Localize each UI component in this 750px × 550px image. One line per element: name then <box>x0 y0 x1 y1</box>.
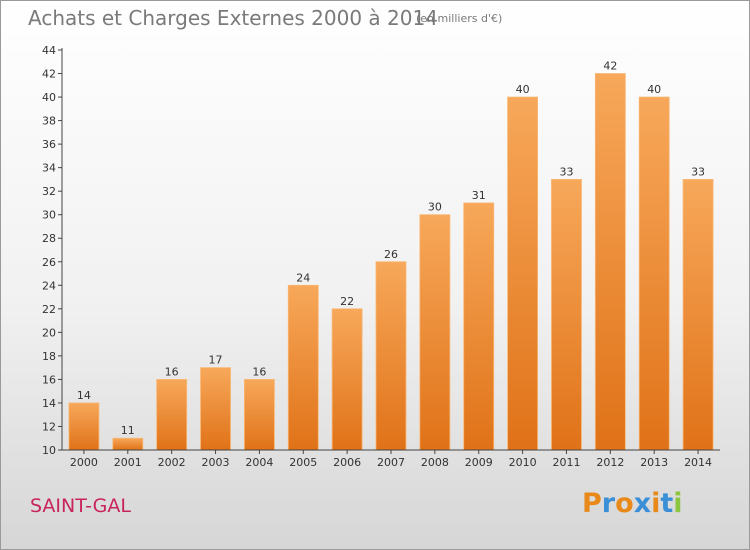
value-label-2000: 14 <box>77 389 91 402</box>
y-tick-label: 28 <box>42 232 56 245</box>
commune-name: SAINT-GAL <box>30 495 131 517</box>
logo-letter: i <box>651 488 661 519</box>
y-tick-label: 20 <box>42 326 56 339</box>
y-tick-label: 24 <box>42 279 56 292</box>
logo-letter: P <box>582 488 602 519</box>
y-tick-label: 18 <box>42 350 56 363</box>
value-label-2012: 42 <box>603 60 617 73</box>
logo-letter: r <box>601 488 616 519</box>
value-label-2008: 30 <box>428 201 442 214</box>
x-tick-label: 2013 <box>640 456 668 469</box>
chart-unit: (en milliers d'€) <box>416 12 503 25</box>
bar-2007 <box>375 261 407 451</box>
bar-2009 <box>463 202 495 451</box>
bar-2011 <box>551 179 582 451</box>
value-label-2007: 26 <box>384 248 398 261</box>
y-tick-label: 44 <box>42 44 56 57</box>
y-tick-label: 16 <box>42 373 56 386</box>
bar-2006 <box>331 308 363 451</box>
y-tick-label: 12 <box>42 420 56 433</box>
bar-2005 <box>287 284 319 451</box>
y-tick-label: 10 <box>42 444 56 457</box>
x-tick-label: 2012 <box>596 456 624 469</box>
x-tick-label: 2003 <box>202 456 230 469</box>
value-label-2009: 31 <box>472 189 486 202</box>
y-tick-label: 34 <box>42 162 56 175</box>
bar-2010 <box>507 96 539 451</box>
bar-2004 <box>243 379 275 451</box>
x-tick-label: 2000 <box>70 456 98 469</box>
x-tick-label: 2005 <box>289 456 317 469</box>
y-tick-label: 30 <box>42 209 56 222</box>
bar-2013 <box>638 96 670 451</box>
bar-2012 <box>594 73 626 451</box>
value-label-2001: 11 <box>121 424 135 437</box>
x-tick-label: 2004 <box>245 456 273 469</box>
x-tick-label: 2011 <box>552 456 580 469</box>
logo-letter: o <box>615 488 634 519</box>
y-tick-label: 42 <box>42 68 56 81</box>
bar-2000 <box>68 402 100 451</box>
y-tick-label: 40 <box>42 91 56 104</box>
x-tick-label: 2009 <box>465 456 493 469</box>
y-tick-label: 36 <box>42 138 56 151</box>
value-label-2011: 33 <box>559 165 573 178</box>
x-tick-label: 2014 <box>684 456 712 469</box>
value-label-2010: 40 <box>516 83 530 96</box>
bar-2008 <box>419 214 451 451</box>
logo-letter: t <box>660 488 674 519</box>
x-tick-label: 2010 <box>509 456 537 469</box>
y-tick-label: 22 <box>42 303 56 316</box>
value-label-2003: 17 <box>209 354 223 367</box>
logo-letter: x <box>633 488 652 519</box>
proxiti-logo: Proxiti <box>582 488 683 519</box>
value-label-2006: 22 <box>340 295 354 308</box>
y-tick-label: 38 <box>42 115 56 128</box>
bar-2014 <box>682 179 714 451</box>
bar-2003 <box>200 367 231 451</box>
value-label-2014: 33 <box>691 165 705 178</box>
value-label-2005: 24 <box>296 271 310 284</box>
bar-2002 <box>156 379 188 451</box>
chart-title: Achats et Charges Externes 2000 à 2014 <box>28 6 438 30</box>
x-tick-label: 2008 <box>421 456 449 469</box>
y-tick-label: 14 <box>42 397 56 410</box>
x-tick-label: 2001 <box>114 456 142 469</box>
value-label-2013: 40 <box>647 83 661 96</box>
x-tick-label: 2002 <box>158 456 186 469</box>
value-label-2004: 16 <box>252 365 266 378</box>
logo-letter: i <box>673 488 683 519</box>
bar-2001 <box>112 437 144 451</box>
x-tick-label: 2006 <box>333 456 361 469</box>
value-label-2002: 16 <box>165 365 179 378</box>
y-tick-label: 32 <box>42 185 56 198</box>
x-tick-label: 2007 <box>377 456 405 469</box>
y-tick-label: 26 <box>42 256 56 269</box>
